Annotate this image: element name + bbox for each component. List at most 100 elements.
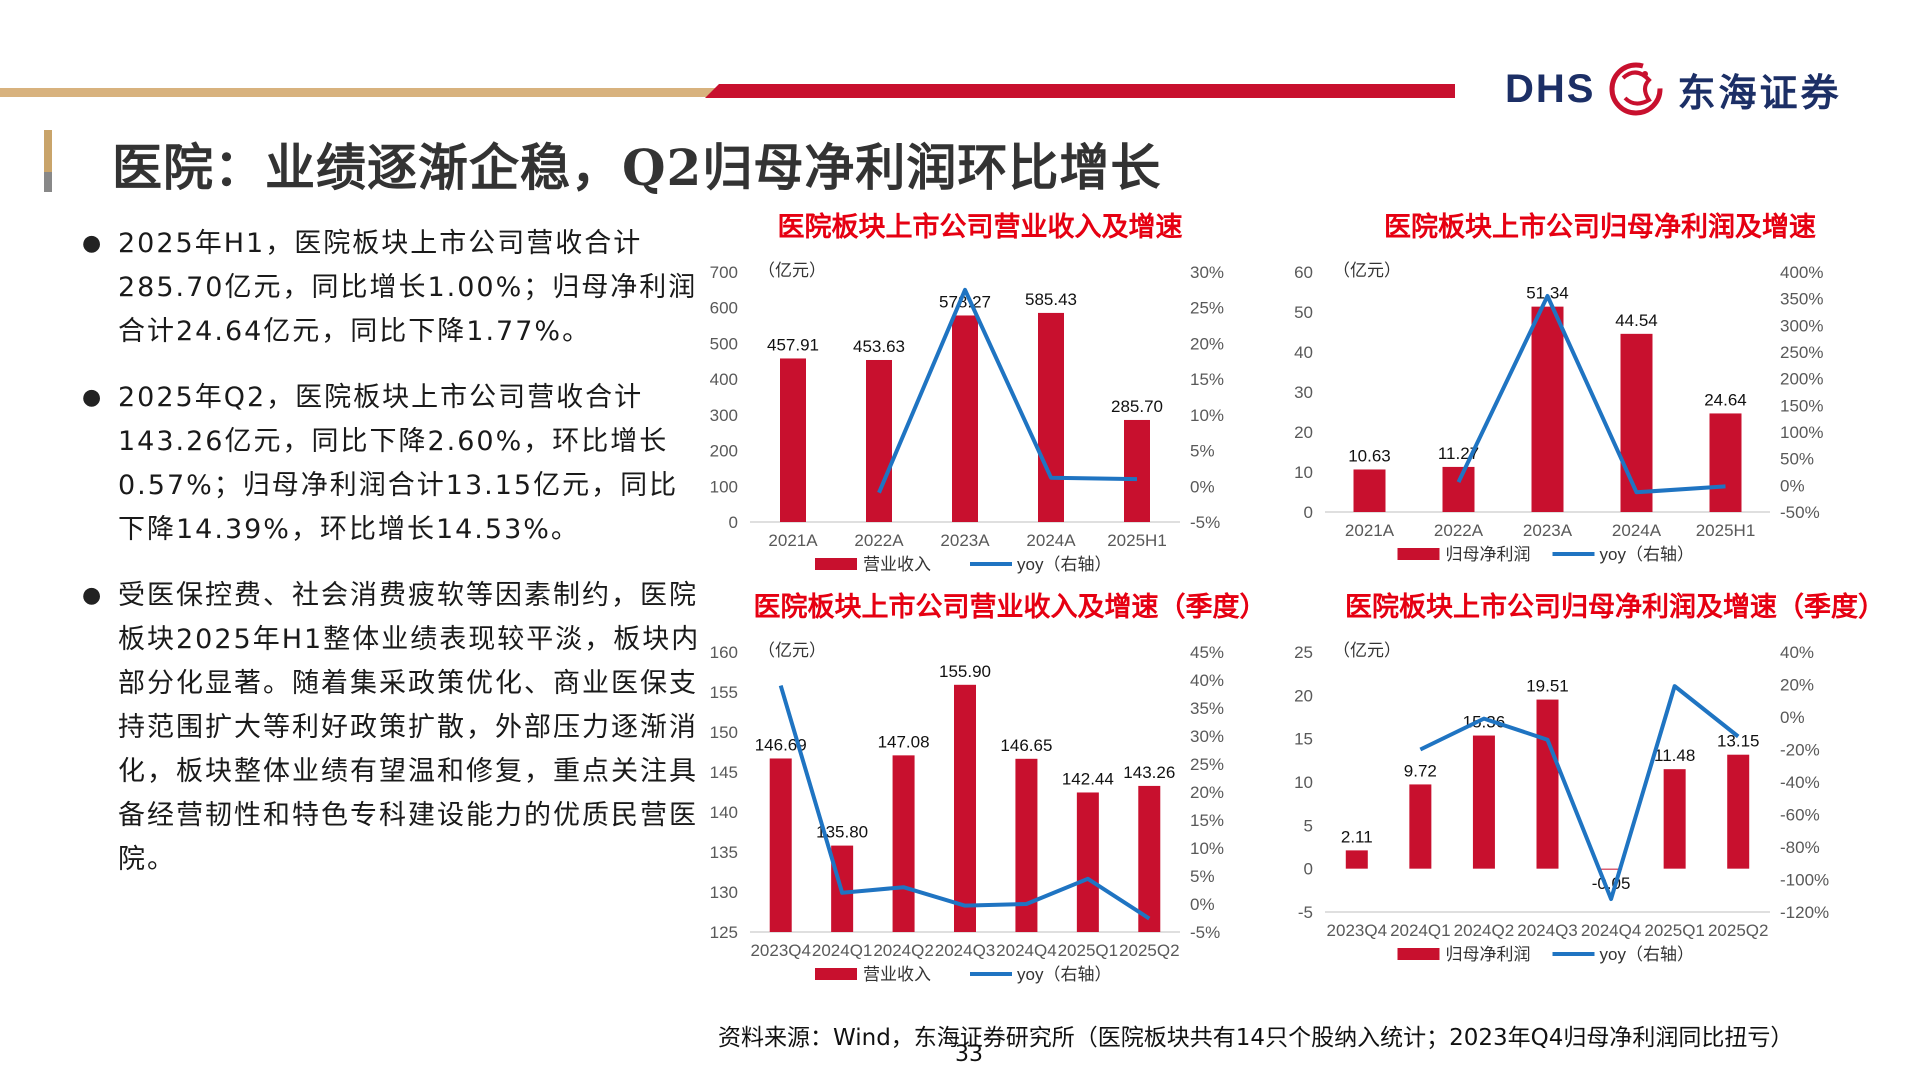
bar: [1709, 413, 1742, 512]
y2-tick-label: 20%: [1190, 783, 1224, 802]
x-tick-label: 2025Q1: [1058, 941, 1119, 960]
y-tick-label: 125: [710, 923, 738, 942]
y-tick-label: 60: [1294, 263, 1313, 282]
y-tick-label: 20: [1294, 686, 1313, 705]
title-accent-bar-grey: [44, 172, 52, 192]
data-label: 44.54: [1615, 311, 1658, 330]
yoy-line: [877, 287, 1138, 494]
y2-tick-label: 200%: [1780, 370, 1823, 389]
bar: [1076, 792, 1099, 932]
x-tick-label: 2024Q4: [996, 941, 1057, 960]
y2-tick-label: -5%: [1190, 923, 1220, 942]
data-label: 2.11: [1341, 827, 1373, 846]
y-tick-label: 0: [729, 513, 738, 532]
bullet-marker: ●: [82, 583, 102, 608]
data-label: 285.70: [1111, 397, 1163, 416]
x-tick-label: 2024Q1: [812, 941, 873, 960]
y2-tick-label: 25%: [1190, 299, 1224, 318]
data-label: 457.91: [767, 335, 819, 354]
chart-title-quarterly-profit: 医院板块上市公司归母净利润及增速（季度）: [1345, 592, 1885, 623]
x-tick-label: 2024A: [1026, 531, 1076, 550]
y-tick-label: 30: [1294, 383, 1313, 402]
chart-annual-revenue: 0 100 200 300 400 500 600 700 -5% 0% 5% 10% 15% 20% 25…: [710, 261, 1224, 574]
y2-tick-label: -5%: [1190, 513, 1220, 532]
data-label: 578.27: [939, 292, 991, 311]
bar: [1620, 333, 1653, 512]
x-tick-label: 2024A: [1612, 521, 1662, 540]
y-tick-label: 0: [1304, 860, 1313, 879]
y2-tick-label: 0%: [1190, 477, 1215, 496]
header-red-bar: [705, 84, 1455, 98]
y-tick-label: 15: [1294, 730, 1313, 749]
data-label: 135.80: [816, 823, 868, 842]
y-tick-label: 40: [1294, 343, 1313, 362]
y2-tick-label: 30%: [1190, 263, 1224, 282]
y2-tick-label: 250%: [1780, 343, 1823, 362]
title-accent-bar: [44, 130, 52, 192]
bullet-item: ● 2025年H1，医院板块上市公司营收合计285.70亿元，同比增长1.00%…: [82, 222, 702, 354]
bar: [1472, 735, 1495, 869]
y2-tick-label: -20%: [1780, 741, 1820, 760]
data-label: 142.44: [1062, 769, 1114, 788]
data-label: 146.69: [755, 735, 807, 754]
legend-label-line: yoy（右轴）: [1017, 965, 1111, 984]
header-gold-bar: [0, 88, 715, 97]
y2-tick-label: 15%: [1190, 370, 1224, 389]
chart-quarterly-revenue: 125 130 135 140 145 150 155 160 -5% 0% 5% 10% 15% 20%…: [710, 641, 1224, 984]
chart-title-annual-revenue: 医院板块上市公司营业收入及增速: [777, 212, 1183, 243]
x-tick-label: 2021A: [1345, 521, 1395, 540]
y2-tick-label: -50%: [1780, 503, 1820, 522]
y-tick-label: 160: [710, 643, 738, 662]
y-tick-label: 10: [1294, 773, 1313, 792]
y-tick-label: 5: [1304, 816, 1313, 835]
bar: [1124, 419, 1150, 522]
x-tick-label: 2023A: [940, 531, 990, 550]
logo-latin: DHS: [1505, 66, 1596, 111]
y2-tick-label: 50%: [1780, 450, 1814, 469]
legend-label-line: yoy（右轴）: [1017, 555, 1111, 574]
data-label: 51.34: [1526, 284, 1569, 303]
bar: [1353, 469, 1386, 512]
bar: [1600, 868, 1623, 870]
source-note: 资料来源：Wind，东海证券研究所（医院板块共有14只个股纳入统计；2023年Q…: [718, 1025, 1794, 1051]
data-label: 155.90: [939, 662, 991, 681]
bullet-list: ● 2025年H1，医院板块上市公司营收合计285.70亿元，同比增长1.00%…: [82, 222, 702, 904]
legend-label-bar: 归母净利润: [1446, 545, 1531, 564]
legend-swatch-bar: [1397, 548, 1440, 560]
x-tick-label: 2021A: [768, 531, 818, 550]
y2-tick-label: -120%: [1780, 903, 1829, 922]
data-label: 13.15: [1717, 732, 1760, 751]
yoy-line: [1419, 684, 1740, 901]
y2-tick-label: -60%: [1780, 806, 1820, 825]
yoy-line: [1456, 294, 1726, 495]
bullet-item: ● 2025年Q2，医院板块上市公司营收合计143.26亿元，同比下降2.60%…: [82, 376, 702, 552]
legend-label-bar: 归母净利润: [1446, 945, 1531, 964]
bar: [1727, 754, 1750, 869]
y-tick-label: 0: [1304, 503, 1313, 522]
y-tick-label: 100: [710, 477, 738, 496]
y2-tick-label: 40%: [1190, 671, 1224, 690]
data-label: 10.63: [1348, 446, 1391, 465]
legend-label-bar: 营业收入: [863, 965, 931, 984]
y2-tick-label: 20%: [1780, 676, 1814, 695]
unit-label: （亿元）: [758, 641, 826, 660]
bar: [1015, 758, 1038, 932]
y2-tick-label: 10%: [1190, 406, 1224, 425]
y2-tick-label: 300%: [1780, 316, 1823, 335]
data-label: 453.63: [853, 337, 905, 356]
page-number: 33: [955, 1042, 983, 1067]
x-tick-label: 2023Q4: [1327, 921, 1388, 940]
bullet-text: 2025年Q2，医院板块上市公司营收合计143.26亿元，同比下降2.60%，环…: [118, 382, 679, 545]
bar: [1531, 306, 1564, 512]
bar: [780, 358, 806, 522]
x-tick-label: 2022A: [854, 531, 904, 550]
x-tick-label: 2024Q1: [1390, 921, 1451, 940]
y2-tick-label: 20%: [1190, 334, 1224, 353]
y2-tick-label: 0%: [1190, 895, 1215, 914]
x-tick-label: 2023Q4: [750, 941, 811, 960]
y-tick-label: 50: [1294, 303, 1313, 322]
data-label: 147.08: [878, 732, 930, 751]
y2-tick-label: 150%: [1780, 396, 1823, 415]
y-tick-label: -5: [1298, 903, 1313, 922]
x-tick-label: 2025Q2: [1119, 941, 1180, 960]
